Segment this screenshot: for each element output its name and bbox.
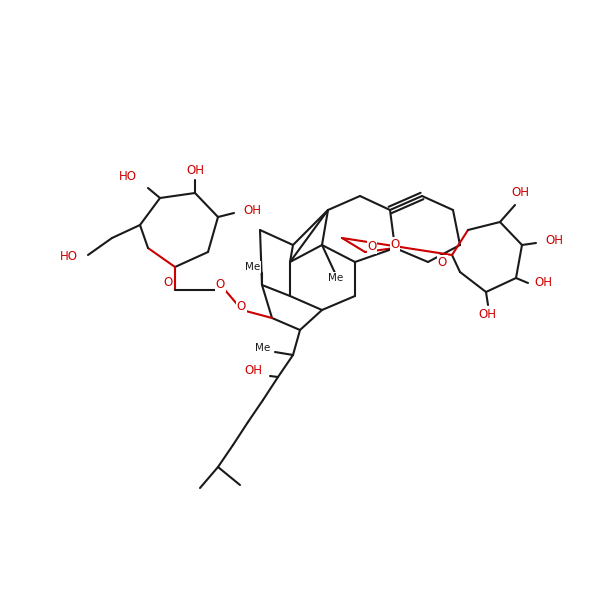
Text: O: O — [216, 278, 225, 292]
Text: HO: HO — [119, 170, 137, 184]
Text: OH: OH — [244, 364, 262, 377]
Text: Me: Me — [328, 273, 343, 283]
Text: O: O — [367, 241, 377, 253]
Text: Me: Me — [255, 343, 270, 353]
Text: OH: OH — [511, 187, 529, 199]
Text: OH: OH — [243, 203, 261, 217]
Text: OH: OH — [534, 277, 552, 289]
Text: O: O — [237, 299, 246, 313]
Text: O: O — [438, 256, 447, 269]
Text: O: O — [163, 277, 173, 289]
Text: OH: OH — [545, 233, 563, 247]
Text: Me: Me — [245, 262, 260, 272]
Text: OH: OH — [186, 164, 204, 178]
Text: OH: OH — [478, 308, 496, 322]
Text: HO: HO — [60, 251, 78, 263]
Text: O: O — [391, 238, 400, 251]
